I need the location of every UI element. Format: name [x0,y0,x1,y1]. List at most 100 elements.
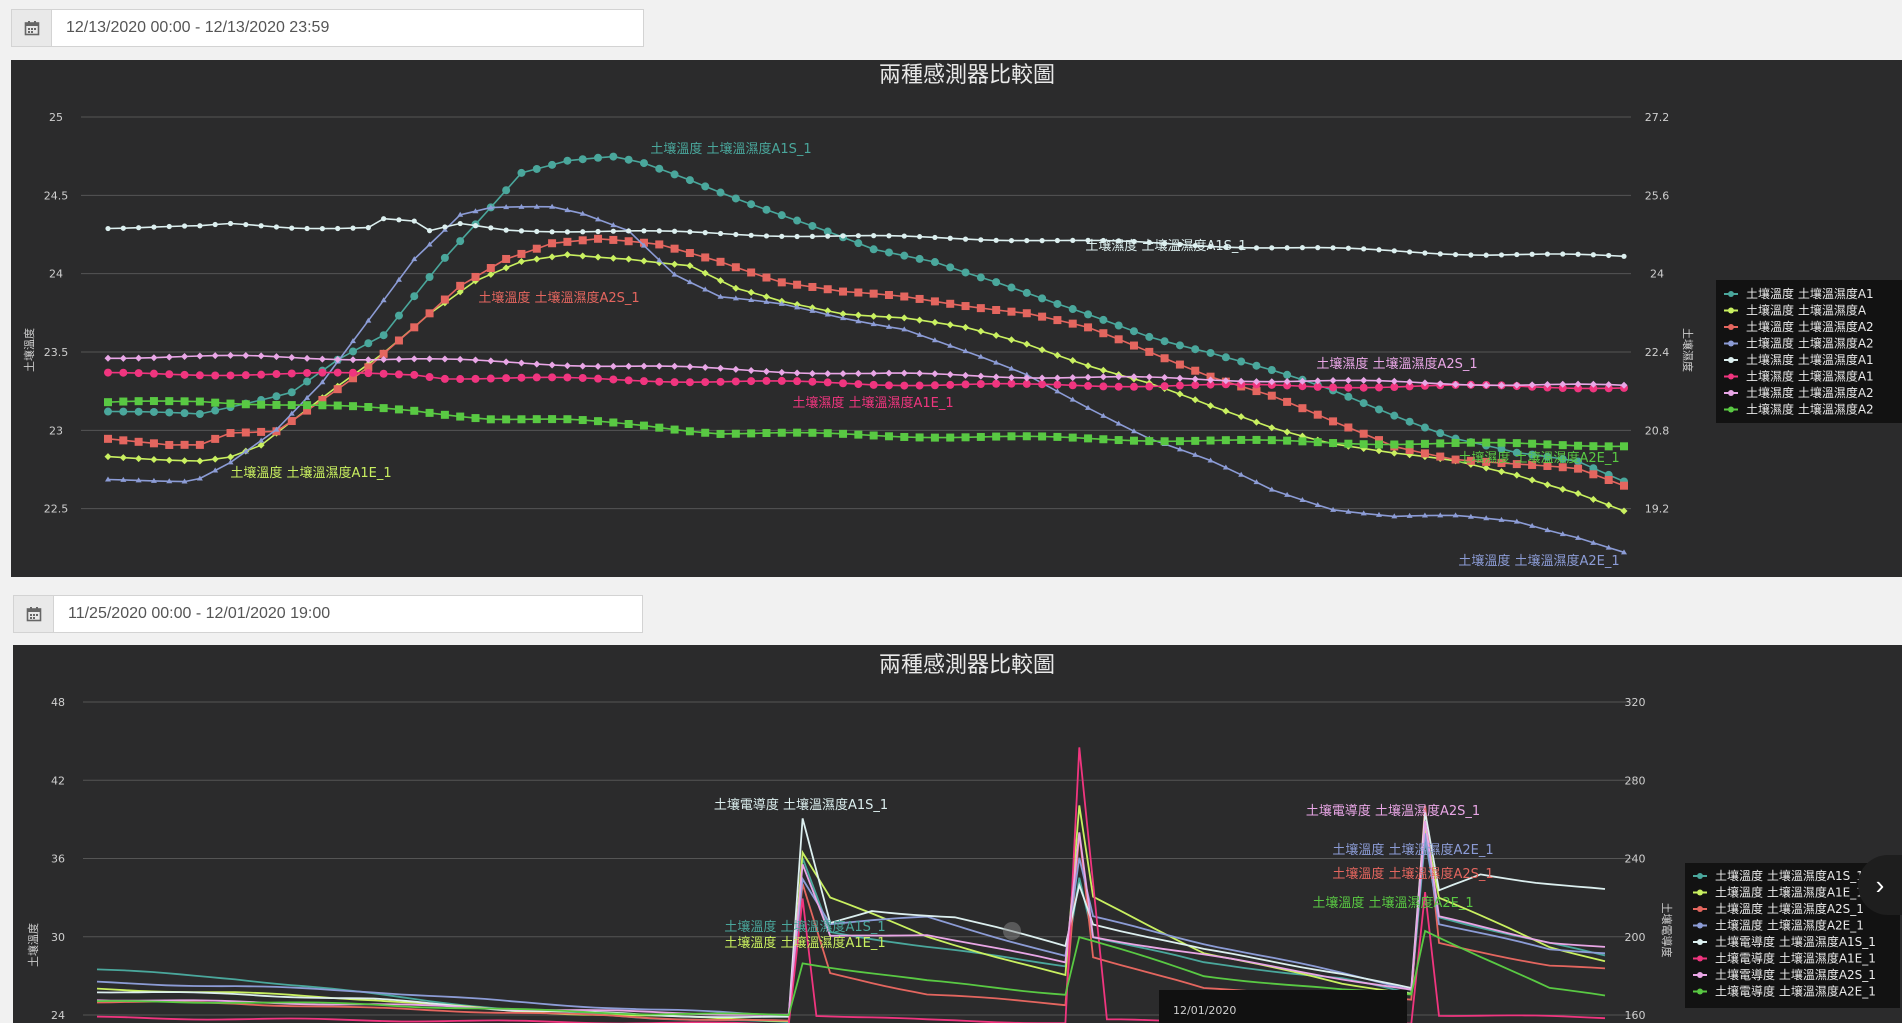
data-point[interactable] [1237,413,1245,421]
data-point[interactable] [425,408,434,417]
data-point[interactable] [1207,457,1214,463]
data-point[interactable] [931,337,938,343]
legend-item[interactable]: 土壤溫度 土壤溫濕度A2 [1746,336,1874,351]
data-point[interactable] [1543,440,1552,449]
data-point[interactable] [885,369,893,377]
data-point[interactable] [839,287,848,296]
data-point[interactable] [1590,252,1596,258]
data-point[interactable] [701,363,709,371]
data-point[interactable] [288,410,295,416]
data-point[interactable] [1422,250,1428,256]
data-point[interactable] [931,370,939,378]
data-point[interactable] [655,362,663,370]
data-point[interactable] [486,374,495,383]
data-point[interactable] [916,369,924,377]
data-point[interactable] [840,315,847,321]
data-point[interactable] [1268,486,1275,492]
data-point[interactable] [150,354,158,362]
data-point[interactable] [609,418,618,427]
data-point[interactable] [1160,437,1169,446]
data-point[interactable] [671,271,678,277]
data-point[interactable] [471,374,480,383]
data-point[interactable] [1452,380,1460,388]
data-point[interactable] [1543,381,1551,389]
data-point[interactable] [349,356,357,364]
data-point[interactable] [1145,347,1154,356]
data-point[interactable] [594,234,603,243]
data-point[interactable] [1528,450,1537,459]
data-point[interactable] [426,355,434,363]
data-point[interactable] [717,293,724,299]
data-point[interactable] [1084,434,1093,443]
data-point[interactable] [717,364,725,372]
date-range-picker-2[interactable]: 11/25/2020 00:00 - 12/01/2020 19:00 [13,595,643,633]
data-point[interactable] [1421,512,1428,518]
data-point[interactable] [134,437,143,446]
data-point[interactable] [303,368,312,377]
data-point[interactable] [685,378,694,387]
data-point[interactable] [1192,451,1199,457]
data-point[interactable] [136,225,142,231]
data-point[interactable] [1466,456,1475,465]
data-point[interactable] [1497,468,1505,476]
data-point[interactable] [1267,391,1276,400]
data-point[interactable] [564,229,570,235]
data-point[interactable] [1022,432,1031,441]
data-point[interactable] [839,429,848,438]
data-point[interactable] [1099,315,1108,324]
data-point[interactable] [578,236,587,245]
data-point[interactable] [456,281,465,290]
data-point[interactable] [425,309,434,318]
data-point[interactable] [165,408,174,417]
data-point[interactable] [486,264,495,273]
data-point[interactable] [946,433,955,442]
data-point[interactable] [181,478,188,484]
data-point[interactable] [1512,439,1521,448]
data-point[interactable] [195,371,204,380]
data-point[interactable] [1145,332,1154,341]
data-point[interactable] [1420,439,1429,448]
data-point[interactable] [380,356,388,364]
data-point[interactable] [793,428,802,437]
data-point[interactable] [1406,378,1414,386]
data-point[interactable] [180,409,189,418]
data-point[interactable] [1038,312,1047,321]
data-point[interactable] [1221,380,1230,389]
data-point[interactable] [1405,440,1414,449]
data-point[interactable] [1497,381,1505,389]
data-point[interactable] [1314,377,1322,385]
data-point[interactable] [1267,365,1276,374]
data-point[interactable] [1023,371,1030,377]
data-point[interactable] [578,416,587,425]
data-point[interactable] [195,410,204,419]
data-point[interactable] [610,228,616,234]
data-point[interactable] [1038,374,1046,382]
data-point[interactable] [884,432,893,441]
data-point[interactable] [487,204,494,210]
data-point[interactable] [349,374,358,383]
data-point[interactable] [701,182,710,191]
data-point[interactable] [1529,522,1536,528]
data-point[interactable] [702,286,709,292]
data-point[interactable] [1390,440,1399,449]
data-point[interactable] [1406,512,1413,518]
data-point[interactable] [411,218,417,224]
data-point[interactable] [1420,423,1429,432]
data-point[interactable] [120,225,126,231]
data-point[interactable] [731,263,740,272]
data-point[interactable] [165,353,173,361]
data-point[interactable] [534,228,540,235]
data-point[interactable] [1513,471,1521,479]
data-point[interactable] [410,355,418,363]
data-point[interactable] [1099,382,1108,391]
data-point[interactable] [594,362,602,370]
data-point[interactable] [1053,299,1062,308]
data-point[interactable] [457,211,464,217]
data-point[interactable] [1007,432,1016,441]
data-point[interactable] [1070,237,1076,244]
data-point[interactable] [533,360,541,368]
data-point[interactable] [687,229,693,235]
data-point[interactable] [946,370,954,378]
data-point[interactable] [869,289,878,298]
data-point[interactable] [1313,410,1322,419]
